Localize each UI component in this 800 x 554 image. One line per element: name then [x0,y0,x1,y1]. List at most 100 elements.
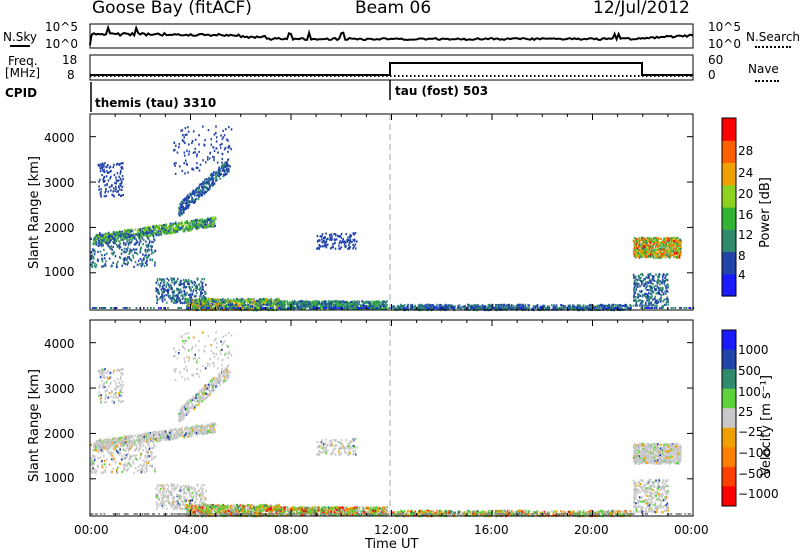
power-cell [381,308,383,311]
power-cell [180,291,183,294]
power-cell [412,306,415,309]
power-cell [649,288,652,291]
power-cell [259,298,261,301]
power-cell [223,170,226,173]
power-cell [228,168,230,171]
power-cell [135,241,137,245]
power-cell [635,304,637,307]
power-cell [292,302,294,305]
power-cell [149,234,151,237]
power-cell [232,300,234,303]
power-cell [352,300,355,303]
power-cell [215,179,217,182]
power-cell [224,170,227,173]
power-cell [528,304,531,307]
power-cell [653,250,656,253]
power-cell [296,301,298,304]
power-cell [166,232,168,235]
power-cell [664,245,667,248]
power-cell [272,302,275,305]
power-cell [354,306,357,309]
power-cell [195,190,197,193]
power-cell [191,167,193,171]
power-cell [121,167,124,170]
power-cell [244,307,246,310]
power-cell [103,170,106,174]
power-cell [315,303,317,307]
power-cell [638,238,640,241]
power-cell [204,182,207,185]
power-cell [291,300,294,303]
power-cell [213,173,215,176]
power-cell [649,241,652,244]
power-cell [118,244,121,247]
power-cell [284,307,287,310]
power-cell [291,303,294,306]
power-cell [181,298,184,301]
power-cell [93,248,95,251]
power-cell [198,226,200,229]
power-cell [155,227,157,230]
power-cell [568,306,571,309]
power-cell [142,257,145,260]
power-cell [432,304,435,308]
power-cell [334,301,337,304]
power-cell [103,257,106,260]
power-cell [363,301,366,304]
power-cell [112,240,114,243]
power-cell [181,200,184,203]
power-cell [297,304,299,307]
power-cell [635,239,638,242]
power-cell [103,168,105,171]
power-cell [240,299,242,302]
power-cell [515,304,518,307]
power-cell [221,169,224,172]
power-cell [181,129,184,132]
power-cell [666,296,669,299]
power-cell [220,134,222,137]
power-cell [186,282,189,285]
power-cell [152,251,154,254]
power-cell [646,276,649,280]
power-cell [381,304,384,307]
power-cell [214,216,216,219]
power-cell [127,242,130,245]
power-cell [349,239,352,243]
power-cell [638,283,640,286]
power-cell [186,307,188,310]
power-cell [193,224,196,227]
power-cell [130,234,132,237]
power-cell [188,201,190,204]
power-cell [177,293,179,296]
power-cell [662,279,665,282]
power-cell [676,249,678,252]
power-cell [205,186,208,190]
power-cell [659,280,661,283]
power-cell [322,245,324,248]
power-cell [451,305,454,308]
power-cell [202,224,205,227]
power-cell [306,301,309,304]
power-cell [129,229,131,232]
power-cell [644,287,647,290]
power-cell [161,227,163,230]
power-cell [180,200,183,204]
power-cell [235,300,238,304]
power-cell [674,247,676,250]
power-cell [185,301,188,304]
power-cell [664,253,666,256]
power-cell [270,299,273,302]
power-cell [379,307,382,311]
power-cell [96,235,98,238]
power-cell [670,239,673,242]
power-cell [103,236,105,239]
power-cell [340,304,343,307]
power-cell [101,258,104,262]
power-cell [655,255,658,258]
power-cell [204,191,206,194]
power-cell [562,307,564,310]
power-cell [300,300,302,303]
power-cell [392,305,394,308]
power-cell [157,227,159,230]
power-cell [131,230,133,233]
